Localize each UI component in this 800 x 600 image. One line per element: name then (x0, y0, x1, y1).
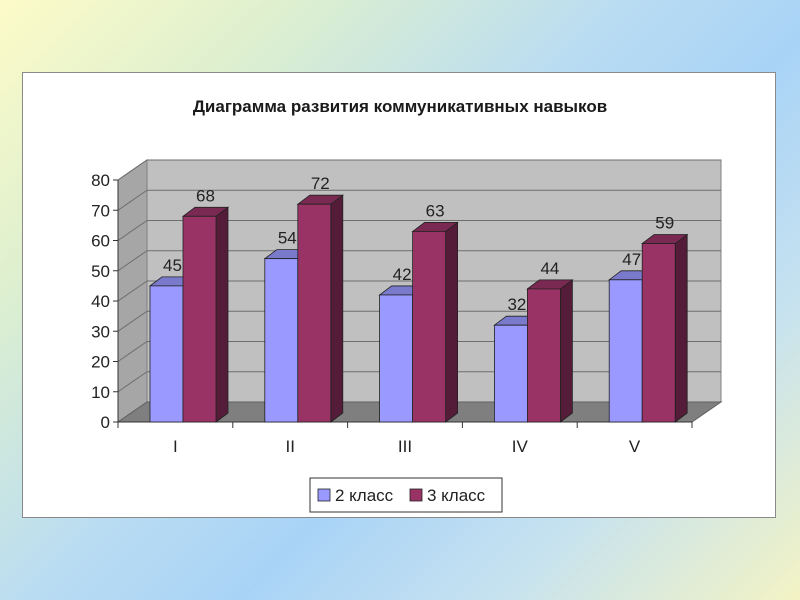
bar (296, 194, 344, 423)
data-label: 68 (196, 186, 215, 205)
data-label: 54 (278, 229, 297, 248)
legend-box (309, 477, 503, 513)
gridline-side (117, 189, 148, 211)
bar-front (412, 231, 447, 423)
y-axis: 0 10 20 30 40 50 60 70 80 (91, 171, 119, 432)
gridline-side (117, 371, 148, 393)
x-tick-label: V (629, 437, 641, 456)
legend-swatch (317, 488, 331, 502)
gridline-side (117, 310, 148, 332)
data-label: 42 (393, 265, 412, 284)
x-tick-label: I (173, 437, 178, 456)
data-label: 45 (163, 256, 182, 275)
bar-side (674, 233, 688, 423)
data-label: 44 (540, 259, 559, 278)
gridline-side (117, 250, 148, 272)
bar-front (526, 288, 561, 423)
legend-item: 3 класс (409, 486, 486, 505)
data-label: 63 (426, 201, 445, 220)
legend-label: 2 класс (335, 486, 394, 505)
x-tick-label: IV (512, 437, 529, 456)
bar-front (379, 294, 414, 423)
y-tick-label: 50 (91, 262, 110, 281)
chart-area: Диаграмма развития коммуникативных навык… (22, 72, 776, 518)
y-tick-label: 0 (101, 413, 110, 432)
bar-side (215, 206, 229, 423)
bar-front (641, 243, 676, 423)
bar-side (560, 279, 573, 423)
gridline-side (117, 280, 148, 302)
chart-title: Диаграмма развития коммуникативных навык… (193, 97, 607, 116)
legend-label: 3 класс (427, 486, 486, 505)
bars (148, 194, 689, 423)
bar-front (493, 324, 528, 423)
bar (641, 233, 689, 423)
x-tick-label: III (398, 437, 412, 456)
bar-side (445, 221, 459, 423)
y-tick-label: 30 (91, 322, 110, 341)
gridline-side (117, 159, 148, 181)
x-tick-label: II (285, 437, 294, 456)
bar-front (182, 215, 217, 423)
data-labels: 45 68 54 72 42 63 32 44 47 59 (163, 174, 674, 314)
x-axis: I II III IV V (117, 421, 693, 456)
legend-swatch (409, 488, 423, 502)
data-label: 59 (655, 214, 674, 233)
y-tick-label: 10 (91, 383, 110, 402)
bar (411, 221, 459, 423)
data-label: 47 (622, 250, 641, 269)
bar-front (149, 285, 184, 423)
legend-item: 2 класс (317, 486, 394, 505)
y-tick-label: 20 (91, 353, 110, 372)
y-tick-label: 40 (91, 292, 110, 311)
gridline-side (117, 341, 148, 362)
bar-front (297, 203, 332, 423)
data-label: 72 (311, 174, 330, 193)
y-tick-label: 80 (91, 171, 110, 190)
bar-side (330, 194, 344, 423)
y-tick-label: 60 (91, 232, 110, 251)
bar (526, 279, 574, 423)
bar-chart: Диаграмма развития коммуникативных навык… (91, 97, 723, 513)
bar (181, 206, 230, 423)
y-tick-label: 70 (91, 201, 110, 220)
bar-front (264, 258, 299, 423)
gridline-side (117, 220, 148, 241)
bar-front (608, 279, 643, 423)
legend: 2 класс 3 класс (309, 477, 503, 513)
data-label: 32 (507, 295, 526, 314)
